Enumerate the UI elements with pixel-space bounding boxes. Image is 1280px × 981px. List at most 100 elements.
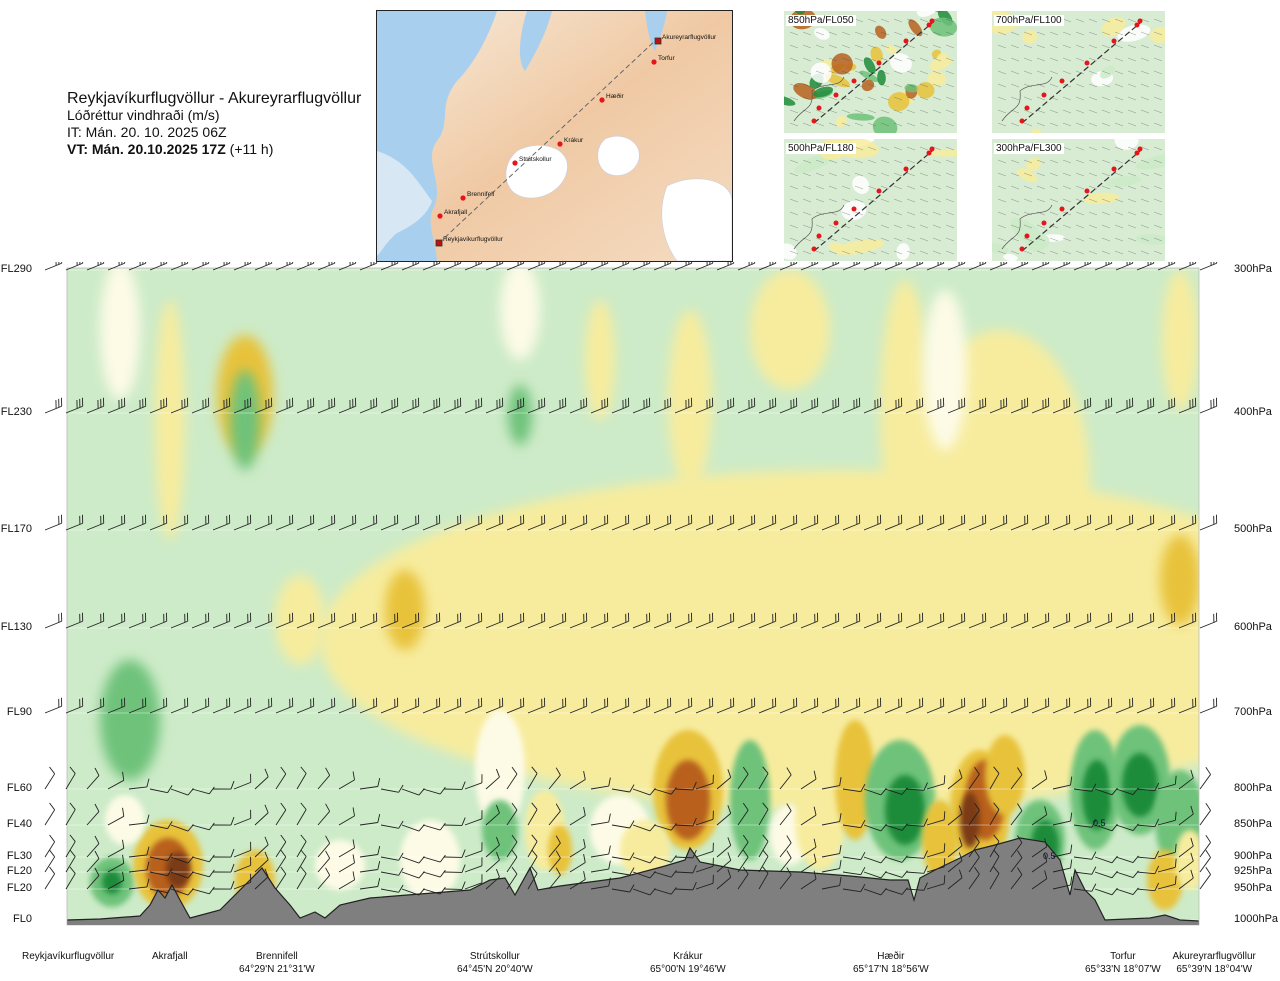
wind-barb [401,397,420,414]
wind-barb [317,514,336,531]
wind-barb [44,397,63,414]
wind-barb [65,849,76,873]
panel-wind-barb [880,18,890,23]
wind-barb [359,262,378,271]
waypoint-coord: 65°00'N 19°46'W [650,964,726,975]
wind-barb [716,869,732,890]
wind-barb [1010,850,1023,873]
panel-wind-barb [1088,109,1098,114]
wind-barb [884,514,903,531]
panel-wind-barb [1049,237,1059,242]
velocity-contour [1162,270,1198,410]
wind-barb [380,784,404,793]
wind-barb [1031,697,1050,714]
panel-wind-barb [932,237,942,242]
wind-barb [1157,875,1177,890]
panel-wind-barb [1140,70,1150,75]
panel-wind-barb [1062,31,1072,36]
wind-barb [758,612,777,629]
wind-barb [338,854,355,873]
wind-barb [527,262,546,271]
panel-wind-barb [789,83,799,88]
wind-barb [86,803,100,826]
panel-wind-barb [893,18,903,23]
wind-barb [632,697,651,714]
flight-level-label: FL40 [6,818,32,830]
velocity-contour [1082,760,1112,830]
wind-barb [275,849,287,873]
panel-wind-barb [815,57,825,62]
panel-wind-barb [906,57,916,62]
panel-wind-barb [1062,70,1072,75]
wind-barb [968,849,980,873]
panel-field-patch [813,86,834,98]
panel-wind-barb [1101,109,1111,114]
wind-barb [590,397,609,414]
wind-barb [296,514,315,531]
route-map-canvas: Akureyrarflugvöllur Torfur Hæðir Krákur Strú… [377,11,732,261]
panel-route-point [1024,105,1030,111]
panel-wind-barb [945,96,955,101]
panel-field-patch [916,11,941,17]
wind-barb [485,851,500,873]
wind-barb [926,697,945,714]
panel-wind-barb [1101,185,1111,190]
wind-barb [527,612,546,629]
wind-barb [401,612,420,629]
wind-barb [296,262,315,271]
wind-barb [1178,769,1194,790]
wind-barb [1157,612,1176,629]
panel-wind-barb [815,70,825,75]
panel-wind-barb [815,224,825,229]
waypoint-label: Krákur 65°00'N 19°46'W [650,950,726,976]
panel-wind-barb [880,31,890,36]
wind-barb [884,397,903,414]
panel-wind-barb [997,109,1007,114]
wind-barb [716,805,732,826]
panel-wind-barb [1036,122,1046,127]
route-point-label: Brennifell [467,191,495,198]
panel-wind-barb [906,224,916,229]
panel-wind-barb [828,109,838,114]
panel-wind-barb [893,57,903,62]
panel-wind-barb [1140,198,1150,203]
wind-barb [86,697,105,714]
wind-barb [968,802,980,826]
wind-barb [800,262,819,271]
route-airport-marker [435,239,443,247]
wind-barb [254,397,273,414]
wind-barb [275,834,287,858]
panel-wind-barb [919,18,929,23]
panel-wind-barb [828,224,838,229]
wind-barb [1136,865,1160,875]
wind-barb [506,397,525,414]
panel-wind-barb [1127,250,1137,255]
panel-wind-barb [1036,109,1046,114]
panel-wind-barb [789,70,799,75]
panel-wind-barb [1101,83,1111,88]
wind-barb [569,807,586,826]
panel-wind-barb [1023,57,1033,62]
wind-barb [758,802,769,826]
panel-wind-barb [1062,109,1072,114]
panel-wind-barb [906,109,916,114]
wind-barb [338,397,357,414]
waypoint-coord: 65°33'N 18°07'W [1085,964,1161,975]
panel-wind-barb [1075,83,1085,88]
wind-barb [275,514,294,531]
wind-barb [128,262,147,271]
panel-wind-barb [1114,250,1124,255]
panel-wind-barb [815,172,825,177]
panel-field-patch [863,57,876,74]
wind-barb [590,777,611,790]
panel-wind-barb [919,70,929,75]
wind-barb [611,697,630,714]
panel-wind-barb [854,185,864,190]
wind-barb [674,262,693,271]
wind-barb [1010,397,1029,414]
wind-barb [1073,851,1097,860]
level-map-label: 850hPa/FL050 [786,15,856,26]
panel-wind-barb [1114,198,1124,203]
velocity-contour [530,630,770,750]
wind-barb [170,514,189,531]
